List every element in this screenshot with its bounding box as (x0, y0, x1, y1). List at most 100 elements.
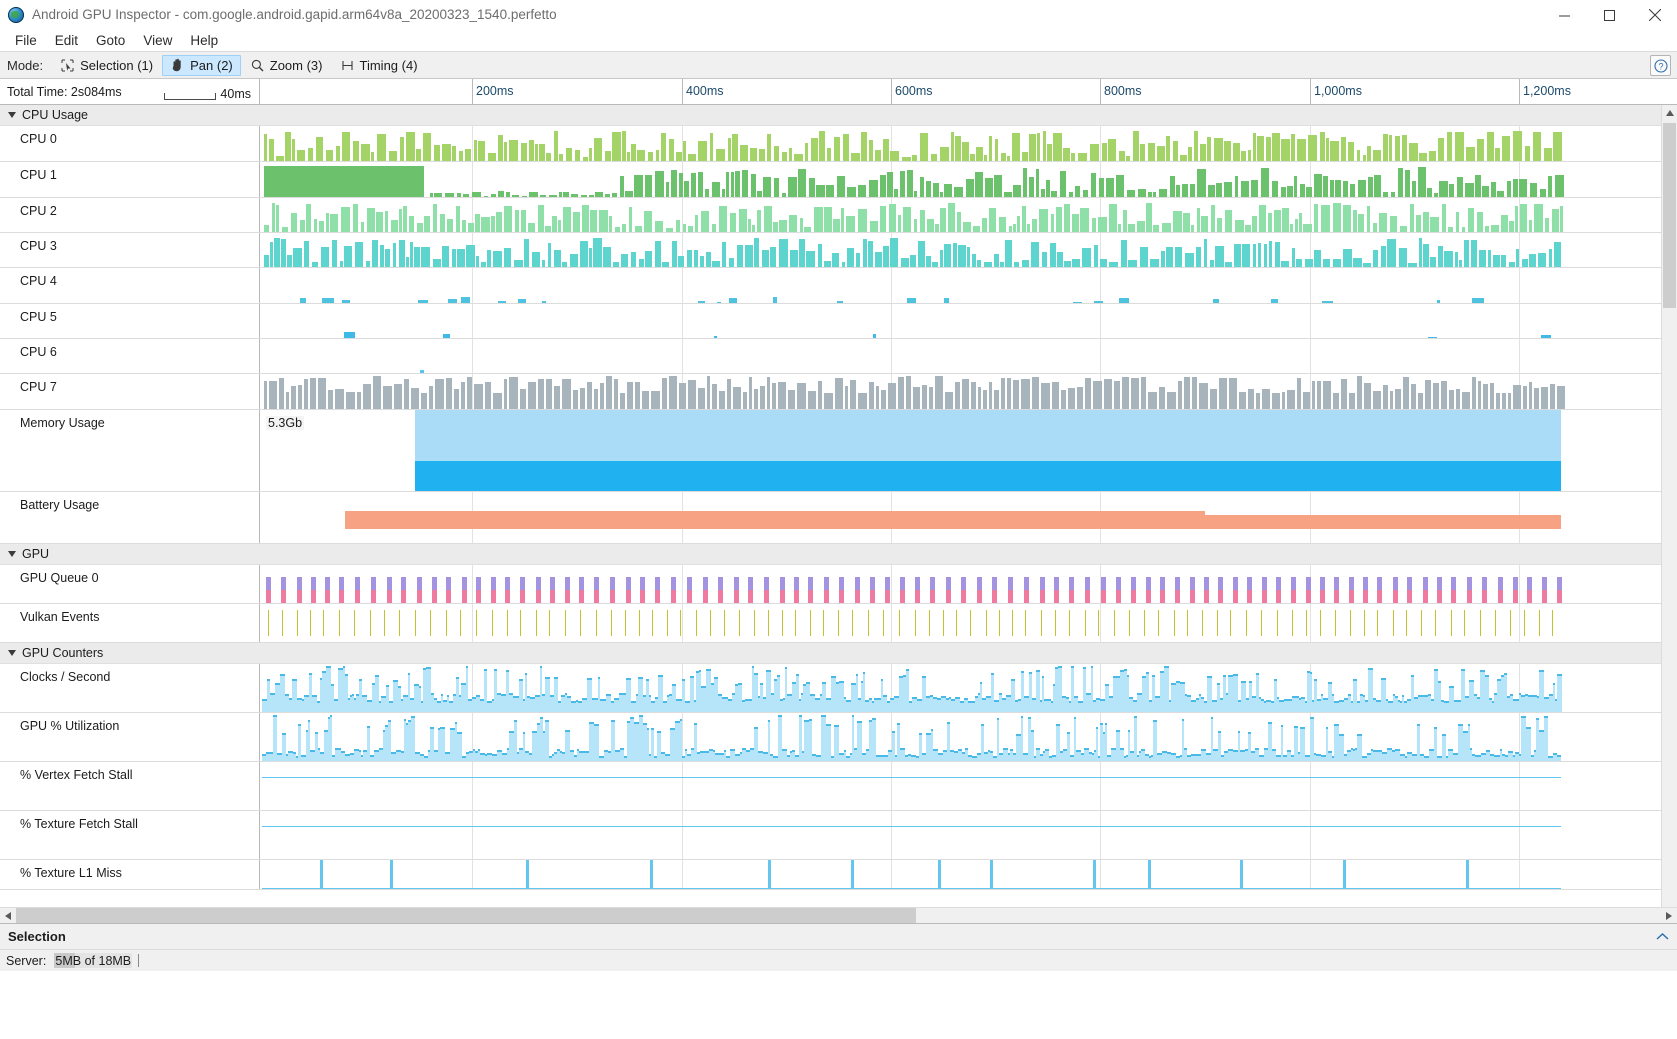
mode-pan-label: Pan (2) (190, 57, 233, 73)
help-icon[interactable]: ? (1650, 55, 1671, 76)
track-bar (1298, 751, 1300, 754)
track-bar (1314, 678, 1317, 681)
track-bar (1021, 716, 1023, 719)
track-bar (880, 174, 886, 197)
track-canvas[interactable] (260, 233, 1661, 267)
track-bar (600, 698, 603, 712)
track-bar (1119, 151, 1125, 161)
track-canvas[interactable] (260, 604, 1661, 642)
horizontal-scroll-thumb[interactable] (16, 907, 916, 924)
track-canvas[interactable] (260, 268, 1661, 303)
caret-down-icon[interactable] (7, 111, 16, 120)
mode-pan-button[interactable]: Pan (2) (162, 54, 241, 76)
track-bar (584, 750, 589, 753)
track-row[interactable]: GPU % Utilization (0, 713, 1661, 762)
track-bar (326, 150, 333, 161)
track-bar (676, 151, 682, 161)
track-bar (264, 133, 267, 161)
track-canvas[interactable] (260, 374, 1661, 409)
track-bar (1442, 734, 1446, 737)
chevron-up-icon[interactable] (1656, 929, 1669, 944)
caret-down-icon[interactable] (7, 550, 16, 559)
track-bar (1294, 176, 1297, 197)
track-bar (578, 700, 582, 703)
menu-edit[interactable]: Edit (54, 32, 79, 48)
chevron-left-icon[interactable] (0, 911, 16, 920)
horizontal-scrollbar[interactable] (0, 907, 1677, 924)
track-canvas[interactable] (260, 664, 1661, 712)
track-canvas[interactable] (260, 304, 1661, 338)
menu-view[interactable]: View (143, 32, 173, 48)
caret-down-icon[interactable] (7, 649, 16, 658)
track-bar (901, 257, 909, 267)
track-row[interactable]: CPU 3 (0, 233, 1661, 268)
vertical-scrollbar[interactable] (1661, 105, 1677, 907)
chevron-up-icon[interactable] (1662, 105, 1677, 121)
track-row[interactable]: CPU 4 (0, 268, 1661, 304)
track-row[interactable]: Clocks / Second (0, 664, 1661, 713)
mode-timing-button[interactable]: Timing (4) (332, 55, 426, 76)
track-bar (565, 729, 570, 761)
horizontal-scroll-track[interactable] (16, 907, 1661, 924)
track-bar (787, 694, 792, 712)
track-group-gpu-counters[interactable]: GPU Counters (0, 643, 1661, 664)
track-canvas[interactable] (260, 492, 1661, 543)
track-bar (599, 755, 604, 758)
track-bar (789, 148, 792, 161)
close-icon[interactable] (1632, 0, 1677, 30)
track-row[interactable]: CPU 7 (0, 374, 1661, 410)
track-bar (926, 255, 931, 267)
track-bar (1305, 755, 1310, 761)
track-bar (529, 140, 534, 161)
menu-help[interactable]: Help (190, 32, 219, 48)
track-bar (1395, 749, 1400, 752)
track-row[interactable]: CPU 2 (0, 198, 1661, 233)
track-bar (964, 698, 968, 712)
track-bar (804, 720, 809, 761)
track-row[interactable]: % Vertex Fetch Stall (0, 762, 1661, 811)
track-bar (292, 138, 295, 161)
vertical-scroll-thumb[interactable] (1663, 123, 1676, 308)
track-canvas[interactable] (260, 565, 1661, 603)
mode-selection-button[interactable]: Selection (1) (52, 55, 161, 76)
track-bar (810, 693, 815, 696)
track-bar (1001, 152, 1006, 161)
menu-goto[interactable]: Goto (96, 32, 126, 48)
track-bar (1467, 590, 1472, 603)
track-bar (881, 678, 883, 681)
track-canvas[interactable] (260, 126, 1661, 161)
track-canvas[interactable] (260, 198, 1661, 232)
track-row[interactable]: GPU Queue 0 (0, 565, 1661, 604)
track-bar (1268, 212, 1272, 232)
menu-file[interactable]: File (15, 32, 37, 48)
track-row[interactable]: Battery Usage (0, 492, 1661, 544)
track-canvas[interactable] (260, 339, 1661, 373)
maximize-icon[interactable] (1587, 0, 1632, 30)
track-row[interactable]: Vulkan Events (0, 604, 1661, 643)
track-canvas[interactable] (260, 713, 1661, 761)
track-bar (1153, 720, 1157, 761)
ruler-ticks[interactable]: 200ms 400ms 600ms 800ms 1,000ms 1,200ms (260, 79, 1677, 104)
track-group-cpu-usage[interactable]: CPU Usage (0, 105, 1661, 126)
track-row[interactable]: CPU 6 (0, 339, 1661, 374)
track-bar (426, 667, 431, 712)
mode-zoom-button[interactable]: Zoom (3) (242, 55, 331, 76)
track-canvas[interactable] (260, 811, 1661, 859)
track-bar (1040, 699, 1042, 712)
track-bar (506, 191, 510, 197)
track-canvas[interactable] (260, 762, 1661, 810)
track-row[interactable]: CPU 1 (0, 162, 1661, 198)
track-bar (1519, 693, 1521, 712)
track-row[interactable]: Memory Usage 5.3Gb (0, 410, 1661, 492)
track-canvas[interactable] (260, 860, 1661, 889)
track-row[interactable]: % Texture Fetch Stall (0, 811, 1661, 860)
track-group-gpu[interactable]: GPU (0, 544, 1661, 565)
track-row[interactable]: % Texture L1 Miss (0, 860, 1661, 890)
track-canvas[interactable] (260, 162, 1661, 197)
track-row[interactable]: CPU 0 (0, 126, 1661, 162)
chevron-right-icon[interactable] (1661, 911, 1677, 920)
track-row[interactable]: CPU 5 (0, 304, 1661, 339)
minimize-icon[interactable] (1542, 0, 1587, 30)
track-canvas[interactable]: 5.3Gb (260, 410, 1661, 491)
track-bar (1171, 683, 1176, 686)
